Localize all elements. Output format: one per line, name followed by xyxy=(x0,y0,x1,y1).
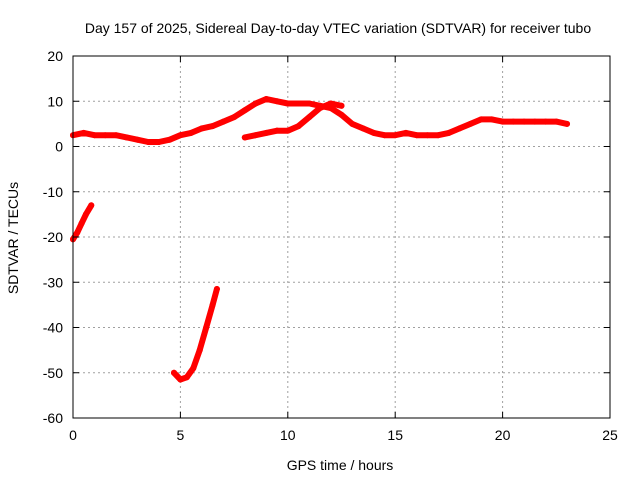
data-point xyxy=(381,132,388,139)
data-point xyxy=(338,102,345,109)
series-arc-deep xyxy=(170,286,220,383)
data-point xyxy=(445,129,452,136)
data-point xyxy=(338,111,345,118)
series-line xyxy=(241,100,345,141)
data-point xyxy=(327,100,334,107)
data-point xyxy=(177,376,184,383)
data-point xyxy=(123,134,130,141)
data-point xyxy=(424,132,431,139)
x-tick-label: 5 xyxy=(177,427,185,443)
data-point xyxy=(467,120,474,127)
data-point xyxy=(252,132,259,139)
data-point xyxy=(112,132,119,139)
data-point xyxy=(553,118,560,125)
data-point xyxy=(183,374,190,381)
data-point xyxy=(209,301,216,308)
series-arc-rising xyxy=(241,100,345,141)
data-point xyxy=(531,118,538,125)
data-point xyxy=(102,132,109,139)
data-point xyxy=(74,229,81,236)
data-point xyxy=(274,98,281,105)
data-point xyxy=(284,100,291,107)
data-point xyxy=(392,132,399,139)
data-point xyxy=(306,114,313,121)
grid-lines xyxy=(73,56,610,418)
y-tick-label: 20 xyxy=(47,48,63,64)
y-tick-label: -40 xyxy=(43,320,63,336)
y-tick-label: -60 xyxy=(43,410,63,426)
y-tick-label: 0 xyxy=(55,139,63,155)
data-point xyxy=(542,118,549,125)
x-tick-label: 25 xyxy=(602,427,618,443)
y-axis-title: SDTVAR / TECUs xyxy=(5,182,21,294)
data-point xyxy=(241,134,248,141)
data-point xyxy=(91,132,98,139)
data-point xyxy=(370,129,377,136)
data-point xyxy=(203,324,210,331)
data-point xyxy=(145,138,152,145)
x-tick-label: 10 xyxy=(280,427,296,443)
data-point xyxy=(80,129,87,136)
series-arc-main xyxy=(70,95,571,145)
y-tick-label: -20 xyxy=(43,229,63,245)
data-point xyxy=(306,100,313,107)
data-point xyxy=(252,100,259,107)
data-point xyxy=(456,125,463,132)
data-point xyxy=(488,116,495,123)
chart-title: Day 157 of 2025, Sidereal Day-to-day VTE… xyxy=(85,20,592,36)
data-point xyxy=(177,132,184,139)
data-point xyxy=(263,129,270,136)
data-point xyxy=(213,286,220,293)
data-point xyxy=(478,116,485,123)
axis-ticks xyxy=(72,55,611,419)
data-point xyxy=(190,365,197,372)
y-tick-label: -50 xyxy=(43,365,63,381)
x-axis-title: GPS time / hours xyxy=(287,457,394,473)
data-series xyxy=(70,95,571,383)
data-point xyxy=(88,202,95,209)
data-point xyxy=(209,123,216,130)
data-point xyxy=(295,123,302,130)
data-point xyxy=(435,132,442,139)
data-point xyxy=(359,125,366,132)
data-point xyxy=(188,129,195,136)
data-point xyxy=(413,132,420,139)
x-tick-labels: 0 5 10 15 20 25 xyxy=(69,427,618,443)
data-point xyxy=(274,127,281,134)
data-point xyxy=(155,138,162,145)
x-tick-label: 15 xyxy=(387,427,403,443)
data-point xyxy=(196,347,203,354)
x-tick-label: 20 xyxy=(495,427,511,443)
data-point xyxy=(231,114,238,121)
data-point xyxy=(284,127,291,134)
x-tick-label: 0 xyxy=(69,427,77,443)
data-point xyxy=(198,125,205,132)
data-point xyxy=(82,211,89,218)
data-point xyxy=(220,118,227,125)
data-point xyxy=(402,129,409,136)
data-point xyxy=(78,220,85,227)
series-arc-short-left xyxy=(70,202,95,243)
data-point xyxy=(521,118,528,125)
data-point xyxy=(166,136,173,143)
data-point xyxy=(295,100,302,107)
data-point xyxy=(499,118,506,125)
data-point xyxy=(317,105,324,112)
y-tick-label: -30 xyxy=(43,274,63,290)
data-point xyxy=(349,120,356,127)
y-tick-label: 10 xyxy=(47,93,63,109)
y-tick-labels: -60 -50 -40 -30 -20 -10 0 10 20 xyxy=(43,48,63,426)
y-tick-label: -10 xyxy=(43,184,63,200)
data-point xyxy=(263,95,270,102)
data-point xyxy=(241,107,248,114)
data-point xyxy=(510,118,517,125)
data-point xyxy=(170,369,177,376)
data-point xyxy=(564,120,571,127)
data-point xyxy=(134,136,141,143)
